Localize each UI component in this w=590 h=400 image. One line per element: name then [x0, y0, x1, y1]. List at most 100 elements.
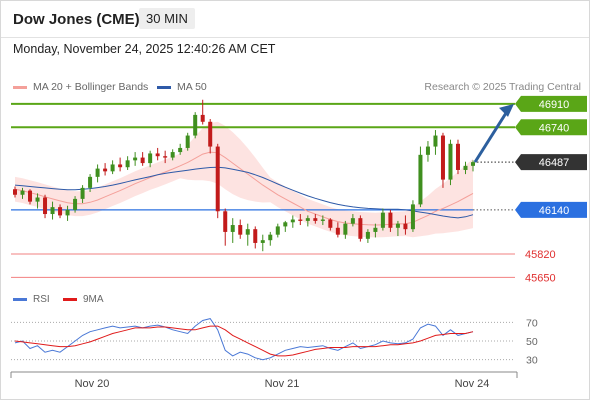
candle-body [200, 114, 205, 122]
level-tag-46740 [515, 119, 587, 136]
level-tag-text-46740: 46740 [539, 122, 570, 134]
legend-9ma-label: 9MA [83, 294, 104, 305]
level-label-45650: 45650 [525, 272, 556, 284]
candle-body [178, 147, 183, 153]
candle-body [275, 226, 280, 235]
candle-body [155, 153, 160, 157]
rsi-ma9-line [14, 325, 474, 357]
rsi-swatch [13, 298, 27, 301]
candle-body [395, 223, 400, 228]
forecast-arrow-shaft [473, 109, 510, 163]
level-label-45820: 45820 [525, 249, 556, 261]
candle-body [365, 231, 370, 239]
ma20-swatch [13, 85, 27, 89]
candle-body [440, 135, 445, 180]
candle-body [35, 197, 40, 202]
rsi-line [14, 318, 474, 361]
candle-body [88, 176, 93, 188]
candle-body [268, 234, 273, 241]
legend-9ma: 9MA [63, 294, 104, 305]
timeframe-badge[interactable]: 30 MIN [139, 8, 195, 29]
candle-body [245, 229, 250, 235]
bollinger-band [15, 121, 473, 238]
legend-rsi: RSI [13, 294, 50, 305]
candle-body [320, 219, 325, 221]
rsi-tick-label: 50 [526, 336, 538, 348]
candle-body [380, 212, 385, 228]
level-tag-46140 [515, 201, 587, 218]
candle-body [425, 146, 430, 155]
candle-body [253, 229, 258, 243]
rsi-tick-label: 70 [526, 317, 538, 329]
candle-body [358, 218, 363, 239]
ma50-swatch [157, 85, 171, 89]
legend-ma50-label: MA 50 [177, 81, 207, 93]
candle-body [73, 198, 78, 210]
chart-header: Dow Jones (CME) 30 MIN [1, 1, 589, 38]
candle-body [193, 114, 198, 136]
candle-body [43, 197, 48, 215]
candle-body [170, 152, 175, 158]
legend-ma50: MA 50 [157, 81, 207, 93]
candle-body [20, 190, 25, 195]
candle-body [95, 168, 100, 177]
candle-body [133, 157, 138, 161]
candle-body [125, 160, 130, 168]
candle-body [350, 218, 355, 224]
x-tick-label: Nov 21 [265, 378, 300, 390]
candle-body [13, 189, 17, 195]
candle-body [65, 209, 70, 216]
candle-body [283, 222, 288, 227]
level-tag-text-46140: 46140 [539, 205, 570, 217]
ma50-line [14, 166, 474, 219]
ma9-swatch [63, 298, 77, 301]
x-tick-label: Nov 24 [455, 378, 490, 390]
timestamp: Monday, November 24, 2025 12:40:26 AM CE… [13, 42, 276, 56]
legend-ma20-label: MA 20 + Bollinger Bands [33, 81, 149, 93]
legend-rsi-label: RSI [33, 294, 50, 305]
x-tick-label: Nov 20 [75, 378, 110, 390]
legend-ma20: MA 20 + Bollinger Bands [13, 81, 148, 93]
instrument-title: Dow Jones (CME) [13, 11, 140, 28]
candle-body [260, 240, 265, 243]
candle-body [50, 207, 55, 215]
candle-body [448, 143, 453, 180]
candle-body [335, 227, 340, 235]
candle-body [58, 207, 63, 216]
candle-body [223, 211, 228, 232]
candle-body [103, 168, 108, 172]
candle-body [28, 190, 33, 202]
forecast-arrow-head [499, 103, 514, 117]
candle-body [215, 146, 220, 212]
candle-body [328, 219, 333, 228]
candle-body [118, 164, 123, 168]
candle-body [455, 143, 460, 170]
candle-body [463, 165, 468, 170]
candle-body [343, 223, 348, 235]
candle-body [298, 219, 303, 221]
candle-body [208, 121, 213, 147]
level-tag-46487 [515, 154, 587, 171]
candle-body [418, 154, 423, 205]
candle-body [313, 218, 318, 221]
candle-body [110, 164, 115, 172]
candle-body [388, 212, 393, 228]
candle-body [290, 219, 295, 223]
candle-body [433, 135, 438, 147]
level-tag-text-46910: 46910 [539, 99, 570, 111]
level-tag-46910 [515, 95, 587, 112]
candle-body [410, 204, 415, 230]
level-tag-text-46487: 46487 [539, 157, 570, 169]
candle-body [238, 225, 243, 235]
candle-body [305, 218, 310, 221]
rsi-tick-label: 30 [526, 355, 538, 367]
candle-body [471, 162, 475, 166]
candle-body [373, 227, 378, 232]
candle-body [185, 135, 190, 148]
candle-body [148, 153, 153, 164]
candle-body [163, 156, 168, 158]
candle-body [403, 223, 408, 230]
candle-body [140, 157, 145, 164]
